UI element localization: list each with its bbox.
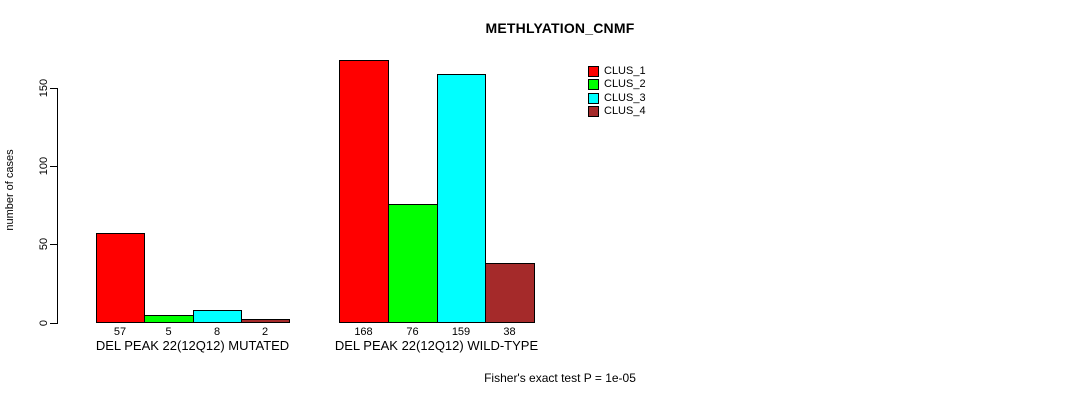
bar-clus_1-group1 [96,233,145,323]
legend-label: CLUS_3 [604,92,646,104]
bar-value-label: 2 [261,326,269,338]
legend-swatch-clus_3 [588,93,599,104]
bar-clus_2-group2 [388,204,438,323]
y-axis-line [57,88,58,323]
bar-clus_4-group2 [485,263,535,323]
y-tick-label: 150 [38,78,50,98]
bar-value-label: 8 [213,326,221,338]
legend-label: CLUS_4 [604,105,646,117]
bar-value-label: 57 [113,326,127,338]
y-tick [50,323,58,324]
footer-annotation: Fisher's exact test P = 1e-05 [484,371,636,385]
legend-label: CLUS_1 [604,65,646,77]
y-tick-label: 0 [38,319,50,327]
group-label: DEL PEAK 22(12Q12) MUTATED [95,338,290,353]
bar-clus_4-group1 [241,319,290,323]
bar-clus_3-group2 [437,74,486,323]
bar-value-label: 38 [503,326,516,338]
bar-clus_1-group2 [339,60,389,323]
bar-value-label: 5 [165,326,172,338]
legend-label: CLUS_2 [604,78,646,90]
legend-swatch-clus_1 [588,66,599,77]
legend-swatch-clus_2 [588,79,599,90]
bar-value-label: 159 [451,326,471,338]
bar-clus_2-group1 [144,315,194,323]
bar-value-label: 76 [406,326,419,338]
group-label: DEL PEAK 22(12Q12) WILD-TYPE [334,338,539,353]
bar-value-label: 168 [354,326,373,338]
y-tick [50,88,58,89]
bar-clus_3-group1 [193,310,242,323]
y-tick-label: 50 [38,237,50,251]
chart-title: METHLYATION_CNMF [485,20,635,36]
y-tick-label: 100 [38,156,50,176]
y-tick [50,244,58,245]
y-axis-label: number of cases [4,149,16,231]
y-tick [50,166,58,167]
legend-swatch-clus_4 [588,106,599,117]
